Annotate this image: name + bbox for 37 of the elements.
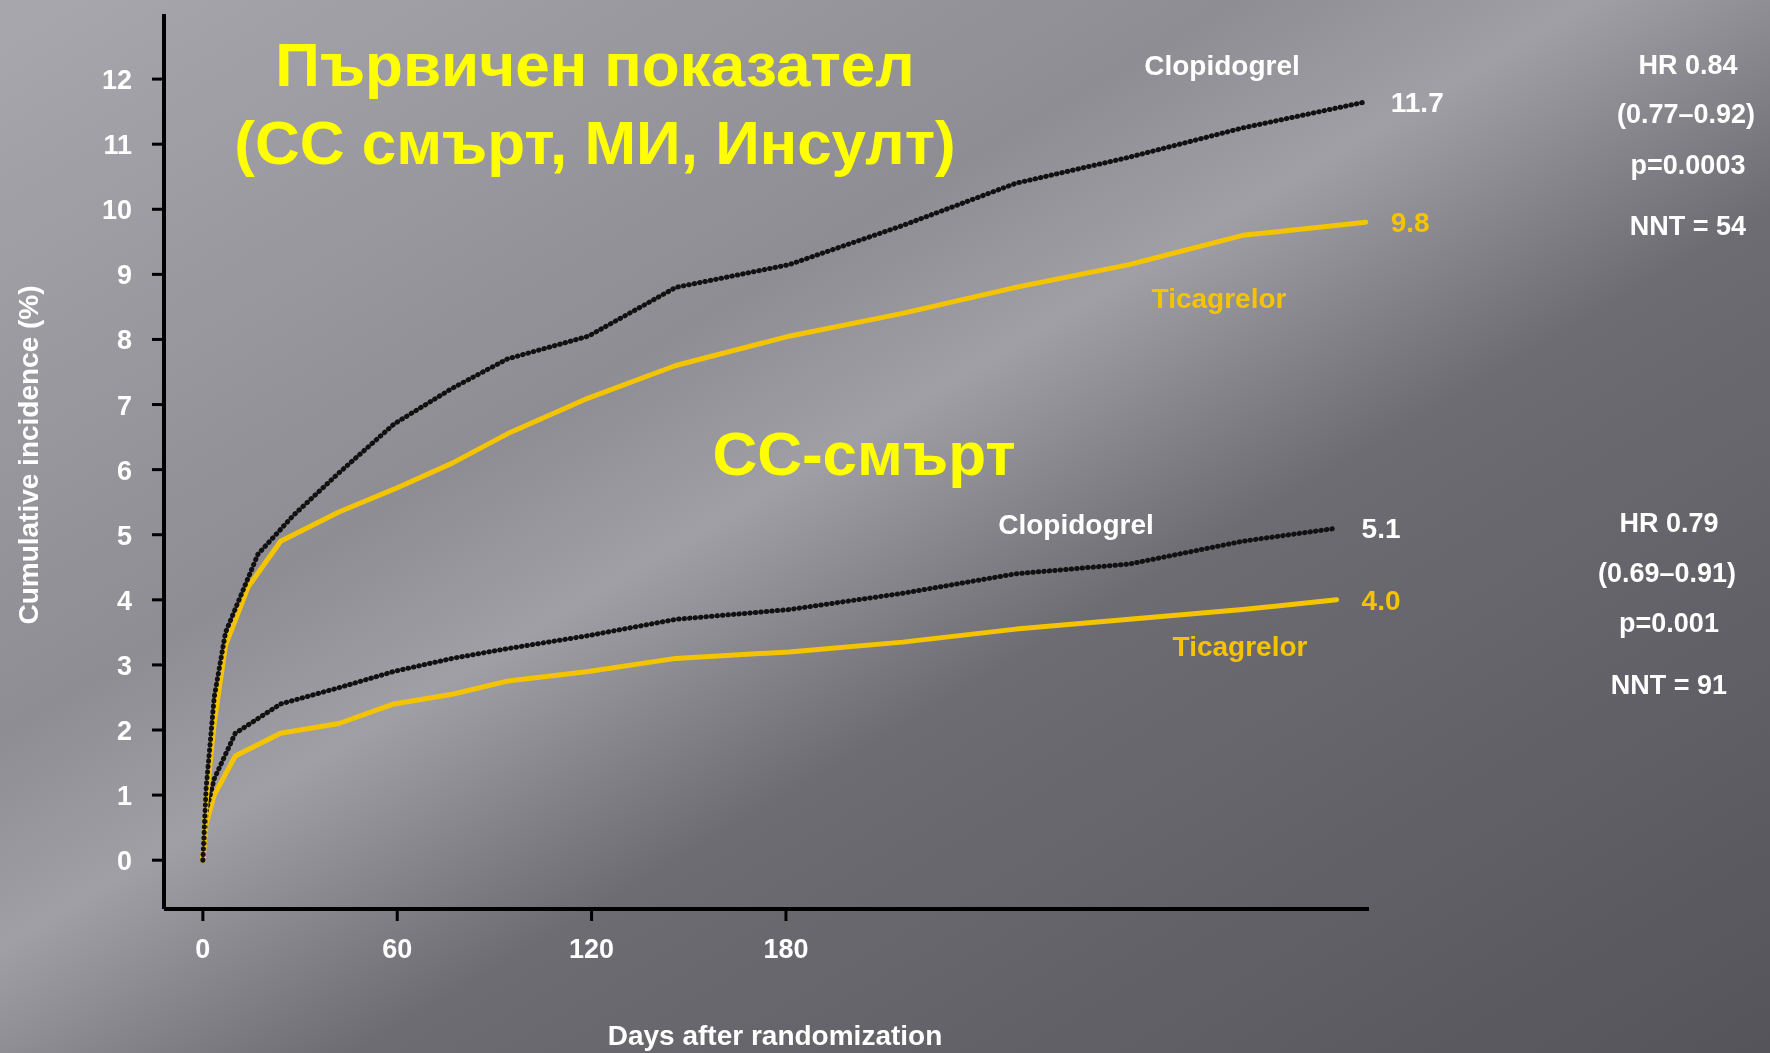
y-tick-label: 6 [116, 455, 132, 486]
text: NNT = 54 [1629, 211, 1747, 241]
x-tick-label: 0 [195, 934, 211, 964]
y-tick-label: 2 [116, 716, 132, 746]
annotation: СС-смърт [712, 419, 1016, 488]
y-tick-label: 7 [116, 390, 132, 421]
data-label: 5.1 [1361, 513, 1401, 545]
y-tick-label: 3 [116, 650, 132, 681]
data-label: 11.7 [1390, 86, 1444, 118]
x-tick-label: 180 [763, 934, 809, 964]
data-label: 4.0 [1361, 584, 1401, 616]
series-label: Clopidogrel [998, 509, 1154, 540]
text: Първичен показател (СС смърт, МИ, Инсулт) [234, 30, 956, 177]
text: HR 0.84 [1638, 50, 1738, 80]
y-tick-label: 8 [116, 325, 132, 356]
text: p=0.0003 [1630, 150, 1746, 180]
y-tick-label: 9 [116, 260, 132, 291]
y-tick-label: 4 [116, 585, 132, 616]
x-axis-title: Days after randomization [607, 1020, 943, 1051]
series-label: Ticagrelor [1172, 631, 1308, 662]
data-label: 9.8 [1390, 207, 1430, 239]
series-label: Ticagrelor [1151, 283, 1287, 314]
text: NNT = 91 [1610, 670, 1728, 700]
text: HR 0.79 [1619, 508, 1719, 538]
y-tick-label: 5 [116, 520, 132, 551]
y-axis-title: Cumulative incidence (%) [13, 285, 44, 625]
text: (0.77–0.92) [1616, 99, 1756, 129]
series-label: Clopidogrel [1144, 50, 1300, 81]
x-tick-label: 120 [569, 934, 615, 964]
x-tick-label: 60 [382, 934, 413, 964]
y-tick-label: 1 [116, 781, 132, 812]
y-tick-label: 0 [116, 846, 132, 877]
text: p=0.001 [1619, 608, 1719, 638]
y-tick-label: 12 [101, 65, 132, 96]
y-tick-label: 10 [101, 195, 132, 226]
y-tick-label: 11 [103, 130, 132, 161]
text: (0.69–0.91) [1597, 558, 1737, 588]
